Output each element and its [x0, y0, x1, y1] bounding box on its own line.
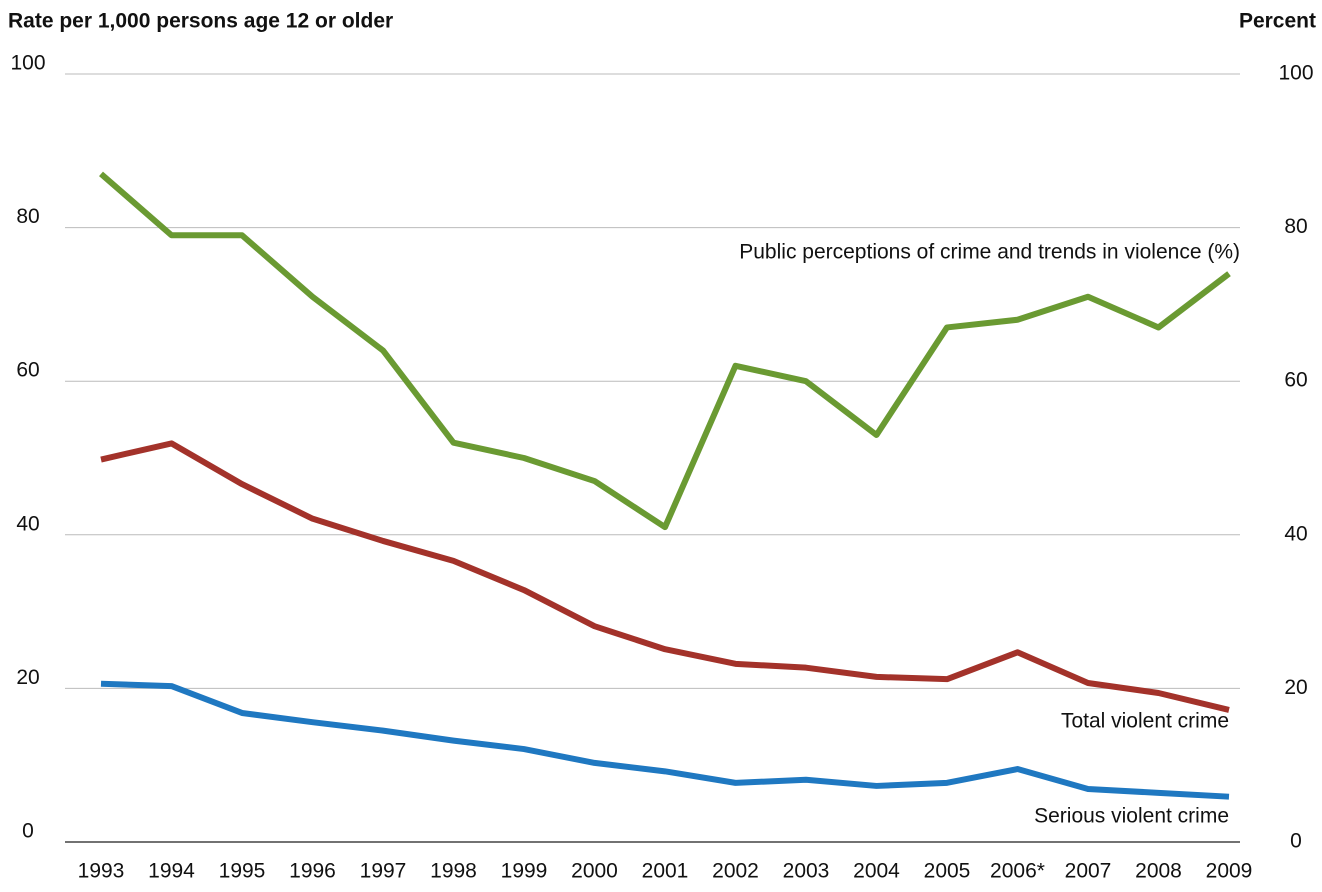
x-tick-label: 1995: [219, 860, 266, 883]
series-label: Total violent crime: [1061, 710, 1229, 733]
series-label: Public perceptions of crime and trends i…: [739, 241, 1240, 264]
y2-tick-label: 20: [1284, 676, 1307, 699]
x-tick-label: 1999: [501, 860, 548, 883]
x-tick-label: 2001: [642, 860, 689, 883]
y-tick-label: 100: [10, 52, 45, 75]
y2-tick-label: 80: [1284, 215, 1307, 238]
y2-tick-label: 0: [1290, 830, 1302, 853]
x-tick-label: 2007: [1065, 860, 1112, 883]
x-tick-label: 1996: [289, 860, 336, 883]
y-tick-label: 80: [16, 205, 39, 228]
y-tick-label: 20: [16, 666, 39, 689]
y-axis-title: Rate per 1,000 persons age 12 or older: [8, 10, 393, 33]
x-tick-label: 2002: [712, 860, 759, 883]
series-label: Serious violent crime: [1034, 805, 1229, 828]
series-line: [99, 171, 1231, 531]
series-line: [100, 440, 1230, 713]
y-tick-label: 0: [22, 820, 34, 843]
y-tick-label: 60: [16, 359, 39, 382]
y2-tick-label: 60: [1284, 369, 1307, 392]
x-tick-label: 2006*: [990, 860, 1045, 883]
x-tick-label: 2008: [1135, 860, 1182, 883]
x-tick-label: 2003: [783, 860, 830, 883]
x-tick-label: 2000: [571, 860, 618, 883]
x-tick-label: 1993: [78, 860, 125, 883]
x-tick-label: 1994: [148, 860, 195, 883]
x-tick-label: 2005: [924, 860, 971, 883]
y2-tick-label: 40: [1284, 522, 1307, 545]
x-tick-label: 1998: [430, 860, 477, 883]
y2-axis-title: Percent: [1239, 10, 1316, 33]
x-tick-label: 2009: [1206, 860, 1253, 883]
y-tick-label: 40: [16, 512, 39, 535]
x-tick-label: 1997: [360, 860, 407, 883]
y2-tick-label: 100: [1278, 62, 1313, 85]
series-line: [100, 680, 1230, 800]
x-tick-label: 2004: [853, 860, 900, 883]
